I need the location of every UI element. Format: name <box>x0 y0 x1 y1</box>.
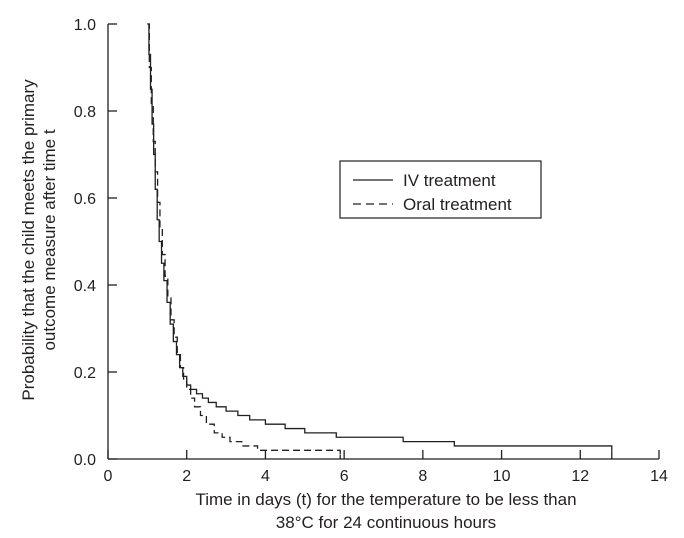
y-tick-label: 0.2 <box>74 365 96 382</box>
y-axis-title-line-2: outcome measure after time t <box>40 129 59 350</box>
series-line-1 <box>147 23 341 455</box>
series-line-0 <box>147 23 613 451</box>
x-tick-label: 12 <box>571 468 589 485</box>
x-axis-title: Time in days (t) for the temperature to … <box>195 490 576 532</box>
x-tick-label: 10 <box>493 468 511 485</box>
y-ticks: 0.0 0.2 0.4 0.6 0.8 1.0 <box>74 17 117 469</box>
x-tick-label: 6 <box>340 468 349 485</box>
legend-label-iv-treatment: IV treatment <box>403 171 496 190</box>
y-axis-title-line-1: Probability that the child meets the pri… <box>19 79 38 401</box>
x-axis-title-line-1: Time in days (t) for the temperature to … <box>195 490 576 509</box>
legend-label-oral-treatment: Oral treatment <box>403 195 512 214</box>
legend: IV treatment Oral treatment <box>339 160 542 219</box>
x-ticks: 0 2 4 6 8 10 12 14 <box>104 450 668 485</box>
x-tick-label: 4 <box>261 468 270 485</box>
y-tick-label: 0.4 <box>74 278 96 295</box>
y-tick-label: 0.8 <box>74 104 96 121</box>
x-axis-title-line-2: 38°C for 24 continuous hours <box>276 513 496 532</box>
x-tick-label: 0 <box>104 468 113 485</box>
y-tick-label: 0.0 <box>74 452 96 469</box>
y-tick-label: 0.6 <box>74 191 96 208</box>
y-tick-label: 1.0 <box>74 17 96 34</box>
x-tick-label: 14 <box>650 468 668 485</box>
x-tick-label: 2 <box>182 468 191 485</box>
y-axis-title: Probability that the child meets the pri… <box>19 79 59 401</box>
legend-box <box>339 160 542 219</box>
axes <box>107 24 659 460</box>
x-tick-label: 8 <box>418 468 427 485</box>
series-layer <box>147 23 613 459</box>
